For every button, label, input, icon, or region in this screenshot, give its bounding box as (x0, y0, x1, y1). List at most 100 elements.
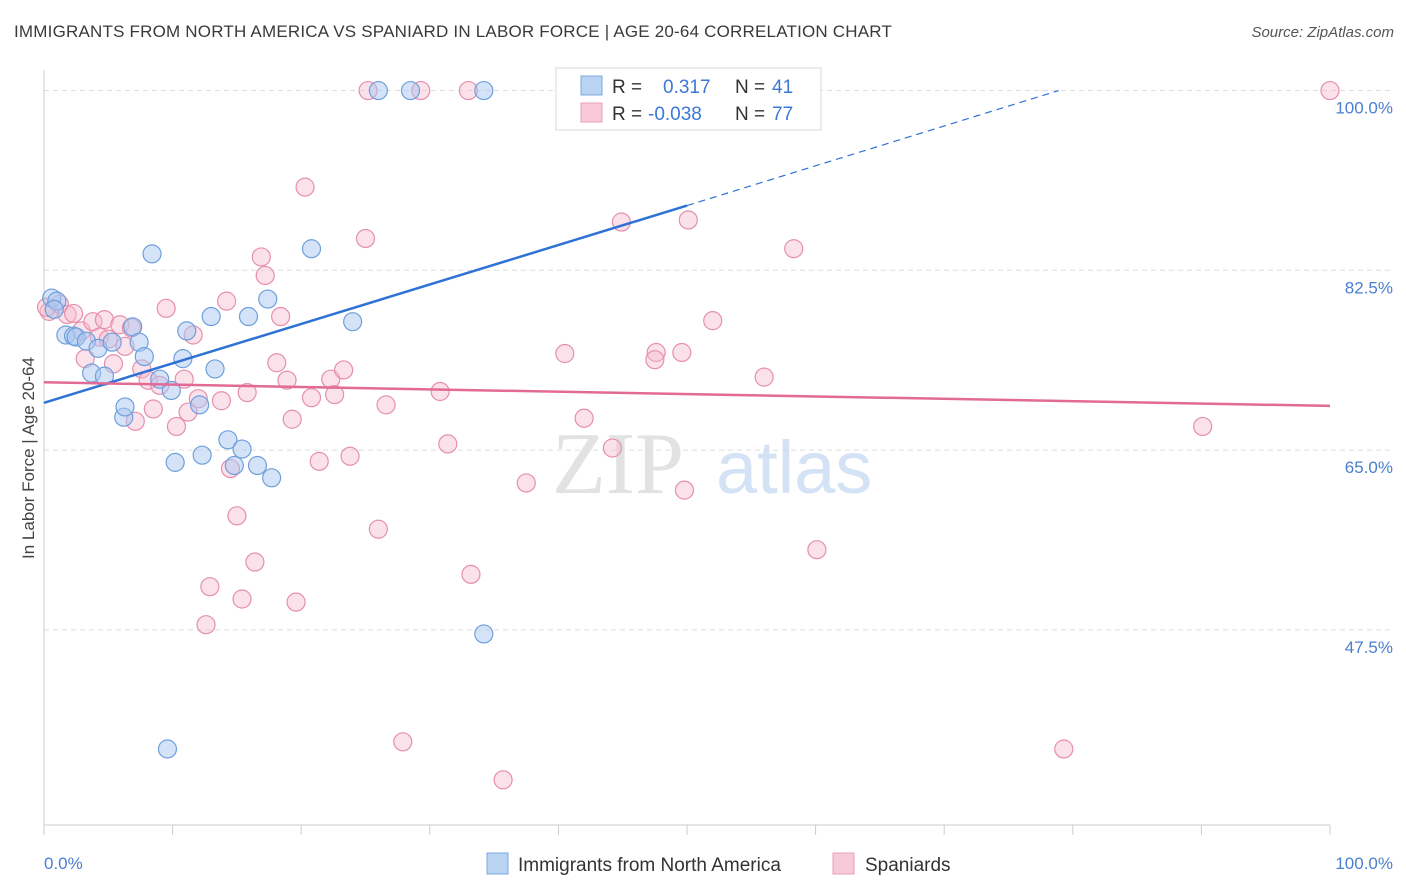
axes (43, 70, 1331, 835)
data-point-spaniards (295, 177, 315, 197)
data-point-spaniards (286, 592, 306, 612)
data-point-north-america (301, 239, 322, 259)
chart-source: Source: ZipAtlas.com (1251, 24, 1394, 41)
gridlines (44, 90, 1394, 631)
legend-n-value-1: 41 (772, 77, 793, 98)
data-point-north-america (134, 346, 154, 367)
data-point-north-america (44, 299, 64, 319)
data-point-spaniards (493, 770, 513, 790)
y-tick-labels: 47.5% 65.0% 82.5% 100.0% (1335, 99, 1393, 657)
data-point-north-america (115, 397, 135, 417)
data-point-spaniards (227, 506, 247, 526)
x-tick-labels: 0.0% 100.0% (44, 854, 1393, 873)
y-tick-label: 65.0% (1345, 458, 1393, 477)
y-tick-label: 100.0% (1335, 99, 1393, 118)
trend-line-spaniards (43, 381, 1331, 408)
data-point-north-america (400, 80, 421, 101)
data-point-north-america (157, 739, 178, 759)
data-point-spaniards (251, 247, 271, 267)
bottom-legend-swatch-pink (832, 852, 855, 875)
data-point-north-america (224, 455, 244, 476)
data-point-spaniards (271, 306, 291, 327)
data-point-north-america (343, 312, 363, 332)
data-point-spaniards (255, 265, 275, 286)
data-point-north-america (142, 244, 162, 264)
data-point-spaniards (393, 732, 413, 752)
series-legend: Immigrants from North America Spaniards (486, 852, 951, 876)
data-point-spaniards (301, 388, 322, 408)
data-point-spaniards (678, 210, 698, 230)
data-point-spaniards (143, 399, 163, 419)
chart-title: IMMIGRANTS FROM NORTH AMERICA VS SPANIAR… (14, 22, 893, 41)
data-point-north-america (165, 452, 185, 472)
trend-line-north-america (43, 204, 688, 405)
correlation-legend: R = 0.317 N = 41 R = -0.038 N = 77 (555, 67, 822, 131)
data-point-spaniards (807, 540, 827, 560)
data-point-north-america (238, 306, 259, 327)
data-point-north-america (218, 430, 238, 450)
data-point-spaniards (277, 370, 297, 390)
data-point-spaniards (200, 577, 220, 597)
data-point-spaniards (368, 519, 388, 539)
data-point-spaniards (645, 350, 665, 370)
data-point-spaniards (94, 310, 115, 330)
data-point-north-america (177, 321, 197, 341)
data-point-spaniards (516, 473, 536, 493)
data-point-spaniards (325, 384, 345, 405)
data-point-spaniards (754, 367, 774, 387)
data-point-spaniards (602, 438, 623, 458)
bottom-legend-series2: Spaniards (865, 855, 951, 876)
bottom-legend-series1: Immigrants from North America (518, 855, 781, 876)
legend-r-label-1: R = (612, 77, 642, 98)
legend-n-label-1: N = (735, 77, 765, 98)
data-point-spaniards (430, 381, 450, 402)
data-point-spaniards (1054, 739, 1074, 759)
legend-r-label-2: R = (612, 104, 642, 125)
data-point-spaniards (282, 409, 302, 429)
data-point-spaniards (196, 615, 216, 635)
data-point-spaniards (156, 298, 176, 318)
data-point-spaniards (646, 342, 666, 363)
data-point-spaniards (1320, 80, 1340, 101)
data-point-north-america (262, 468, 282, 488)
data-point-north-america (161, 380, 181, 401)
data-point-north-america (247, 455, 268, 476)
trend-line-north-america-extension (686, 89, 1059, 207)
data-point-spaniards (334, 360, 354, 380)
data-point-spaniards (1193, 416, 1213, 437)
legend-r-value-1: 0.317 (663, 77, 711, 98)
data-point-spaniards (376, 395, 396, 415)
data-point-north-america (258, 289, 278, 309)
series-spaniards-points (36, 80, 1340, 790)
data-point-spaniards (217, 291, 237, 311)
data-point-spaniards (232, 589, 252, 609)
data-point-spaniards (309, 451, 329, 471)
legend-swatch-pink (580, 102, 603, 123)
data-point-spaniards (784, 239, 804, 259)
y-tick-label: 47.5% (1345, 638, 1393, 657)
data-point-spaniards (63, 303, 84, 324)
data-point-north-america (474, 80, 494, 101)
data-point-north-america (190, 395, 210, 415)
x-tick-label: 100.0% (1335, 854, 1393, 873)
legend-n-value-2: 77 (772, 104, 793, 125)
data-point-north-america (192, 445, 212, 465)
data-point-spaniards (340, 446, 360, 466)
y-tick-label: 82.5% (1345, 278, 1393, 297)
legend-n-label-2: N = (735, 104, 765, 125)
data-point-spaniards (672, 342, 692, 363)
bottom-legend-swatch-blue (486, 852, 509, 875)
watermark: ZIP atlas (552, 416, 872, 513)
data-point-north-america (201, 306, 221, 327)
data-point-spaniards (555, 343, 575, 364)
watermark-zip: ZIP (552, 416, 684, 513)
y-axis-title: In Labor Force | Age 20-64 (19, 357, 38, 559)
watermark-atlas: atlas (716, 426, 872, 509)
data-point-north-america (102, 332, 122, 352)
legend-swatch-blue (580, 75, 603, 96)
x-tick-label: 0.0% (44, 854, 83, 873)
data-point-north-america (368, 80, 388, 101)
legend-r-value-2: -0.038 (648, 104, 702, 125)
data-point-spaniards (245, 552, 265, 572)
data-point-spaniards (574, 408, 594, 428)
